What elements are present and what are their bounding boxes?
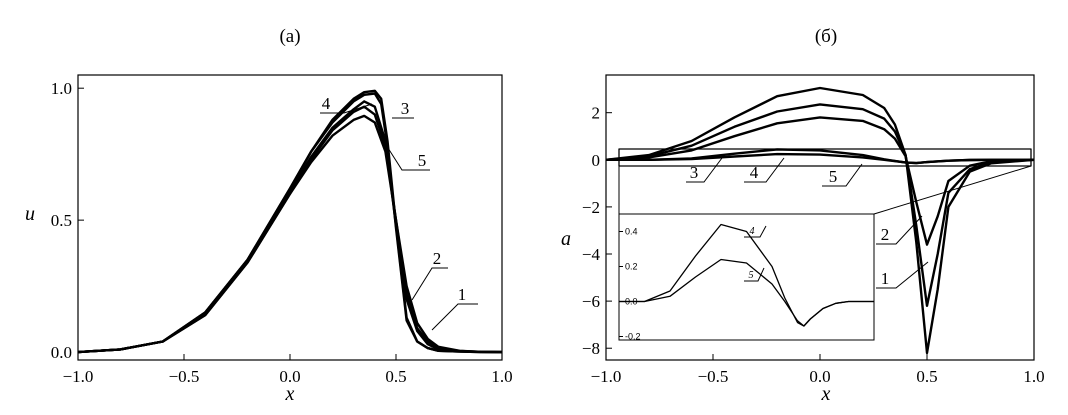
- inset-ytick-label: -0.2: [625, 332, 641, 342]
- leader-a-1: [431, 303, 478, 331]
- leader-b-1: [876, 261, 929, 289]
- inset-ytick-label: 0.2: [625, 262, 638, 272]
- panel-b-title: (б): [815, 26, 837, 47]
- a-xtick-label: 1.0: [491, 367, 512, 386]
- b-ytick-label: −4: [582, 245, 601, 264]
- curve-label-a-2: 2: [433, 249, 442, 268]
- a-xtick-label: 0.0: [279, 367, 300, 386]
- panel-b-ylabel: a: [561, 228, 571, 250]
- curve-label-b-5: 5: [829, 167, 838, 186]
- a-curve-3: [77, 89, 502, 354]
- b-ytick-label: 0: [592, 151, 601, 170]
- curve-label-inset-4: 4: [750, 226, 755, 237]
- a-xtick-label: 0.5: [385, 367, 406, 386]
- panel-a-ticks: −1.0 −0.5 0.0 0.5 1.0 0.0 0.5 1.0: [51, 79, 513, 386]
- leader-a-5: [387, 147, 430, 171]
- curve-label-b-3: 3: [690, 163, 699, 182]
- a-curve-2: [77, 100, 503, 354]
- inset-frame: [618, 213, 875, 341]
- a-ytick-label: 1.0: [51, 79, 72, 98]
- leader-inset-5: [744, 267, 765, 282]
- b-xtick-label: −0.5: [698, 367, 729, 386]
- panel-a-xlabel: x: [285, 383, 295, 405]
- leader-b-3: [686, 157, 723, 183]
- a-curve-4: [77, 92, 502, 354]
- panel-a: (а) −1.0 −0.5 0.0 0.5 1.0 0.0 0.5 1.0 x u 4 3 5…: [25, 26, 513, 405]
- b-curve-1: [605, 86, 1035, 355]
- inset-ytick-label: 0.4: [625, 227, 638, 237]
- b-ytick-label: 2: [592, 104, 601, 123]
- a-ytick-label: 0.5: [51, 211, 72, 230]
- b-xtick-label: −1.0: [591, 367, 622, 386]
- b-ytick-label: −2: [582, 198, 600, 217]
- b-ytick-label: −8: [582, 339, 600, 358]
- b-curve-3: [605, 116, 1035, 246]
- leader-inset-4: [744, 225, 767, 238]
- panel-b-xlabel: x: [821, 383, 831, 405]
- b-xtick-label: 0.5: [916, 367, 937, 386]
- b-xtick-label: 1.0: [1023, 367, 1044, 386]
- leader-a-2: [411, 267, 448, 301]
- b-xtick-label: 0.0: [809, 367, 830, 386]
- curve-label-b-2: 2: [881, 225, 890, 244]
- curve-label-a-5: 5: [418, 151, 427, 170]
- leader-b-5: [822, 163, 863, 187]
- b-curve-2: [605, 103, 1035, 307]
- a-curve-1: [77, 105, 503, 354]
- panel-a-curves: [77, 89, 503, 354]
- panel-a-ylabel: u: [25, 203, 35, 225]
- leader-b-4: [744, 157, 785, 183]
- b-curve-5: [606, 152, 1034, 165]
- panel-b: (б) −1.0 −0.5 0.0 0.5 1.0 2 0 −2 −4 −6 −8 0.4 0.2 0.…: [561, 26, 1045, 405]
- a-curve-5: [77, 114, 503, 354]
- curve-label-a-1: 1: [458, 285, 467, 304]
- b-ytick-label: −6: [582, 292, 600, 311]
- panel-b-curves: [605, 86, 1035, 355]
- panel-a-frame: [77, 74, 503, 361]
- inset-curve-5: [619, 258, 874, 327]
- curve-label-a-3: 3: [401, 99, 410, 118]
- curve-label-b-4: 4: [750, 163, 759, 182]
- panel-a-title: (а): [279, 26, 300, 47]
- curve-label-a-4: 4: [322, 94, 331, 113]
- a-xtick-label: −0.5: [169, 367, 200, 386]
- inset-curves: [619, 223, 874, 327]
- panel-b-ticks: −1.0 −0.5 0.0 0.5 1.0 2 0 −2 −4 −6 −8: [582, 104, 1045, 386]
- curve-label-inset-5: 5: [749, 270, 754, 281]
- leader-a-4: [320, 103, 373, 114]
- a-xtick-label: −1.0: [63, 367, 94, 386]
- curve-label-b-1: 1: [881, 269, 890, 288]
- leader-b-2: [876, 215, 923, 245]
- a-ytick-label: 0.0: [51, 343, 72, 362]
